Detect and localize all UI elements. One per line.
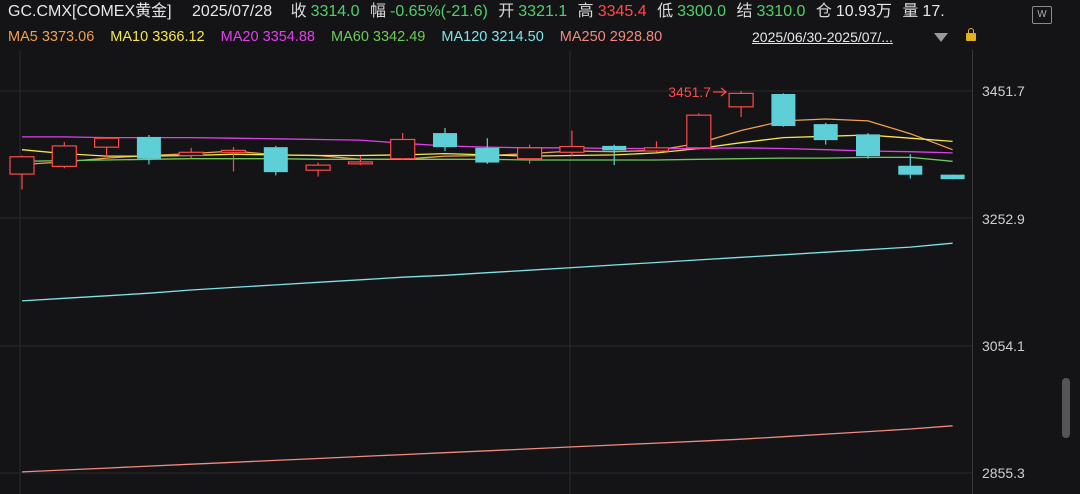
candle-body <box>559 145 585 153</box>
candle-body <box>771 94 796 127</box>
candle-body <box>178 151 204 157</box>
candle-body <box>347 161 373 165</box>
candle[interactable] <box>136 135 161 165</box>
candle[interactable] <box>390 133 416 160</box>
candle[interactable] <box>347 156 373 166</box>
candle-body <box>728 92 754 108</box>
candle[interactable] <box>178 147 204 159</box>
close-label: 收 <box>290 3 307 20</box>
candle[interactable] <box>728 91 754 118</box>
candle[interactable] <box>856 133 880 159</box>
quote-date: 2025/07/28 <box>192 3 273 20</box>
candle-body <box>136 136 161 159</box>
candle-body <box>263 147 288 173</box>
scrollbar-thumb[interactable] <box>1062 378 1070 438</box>
date-range-selector[interactable]: 2025/06/30-2025/07/... <box>752 29 893 45</box>
candle[interactable] <box>263 145 288 176</box>
low-value: 3300.0 <box>677 3 727 20</box>
high-annotation-label: 3451.7 <box>668 84 711 100</box>
candle[interactable] <box>516 144 543 164</box>
candle[interactable] <box>51 142 77 169</box>
low-label: 低 <box>657 3 674 20</box>
candle-body <box>940 174 965 180</box>
candle[interactable] <box>475 138 500 164</box>
candle-body <box>433 133 457 148</box>
candle-body <box>93 137 120 148</box>
ma250-legend: MA250 2928.80 <box>559 29 663 45</box>
y-tick-label: 2855.3 <box>982 465 1025 481</box>
change-label: 幅 <box>369 3 386 20</box>
candle-body <box>9 156 35 175</box>
volume-value: 17. <box>922 3 945 20</box>
candle[interactable] <box>940 174 965 180</box>
open-interest-label: 仓 <box>815 3 832 20</box>
candle-body <box>856 134 880 157</box>
candle-body <box>602 145 627 151</box>
y-tick-label: 3451.7 <box>982 83 1025 99</box>
candle-body <box>898 165 923 175</box>
candle-body <box>516 147 543 160</box>
lock-icon[interactable] <box>966 28 976 41</box>
candle[interactable] <box>559 130 585 157</box>
ma10-legend: MA10 3366.12 <box>110 29 205 45</box>
close-value: 3314.0 <box>310 3 360 20</box>
arrow-head-icon <box>720 87 728 97</box>
high-value: 3345.4 <box>597 3 647 20</box>
candle-body <box>475 147 500 163</box>
ma20-legend: MA20 3354.88 <box>220 29 315 45</box>
ma120-legend: MA120 3214.50 <box>441 29 544 45</box>
chevron-down-icon[interactable] <box>934 33 948 42</box>
high-label: 高 <box>577 3 594 20</box>
change-value: -0.65%(-21.6) <box>389 3 488 20</box>
settle-value: 3310.0 <box>756 3 806 20</box>
candle[interactable] <box>433 127 457 152</box>
candle[interactable] <box>898 154 923 179</box>
ma-legend: MA5 3373.06 MA10 3366.12 MA20 3354.88 MA… <box>8 26 1068 48</box>
candle-body <box>686 114 712 149</box>
candle-body <box>390 138 416 160</box>
volume-label: 量 <box>902 3 919 20</box>
symbol-title[interactable]: GC.CMX[COMEX黄金] <box>8 3 172 20</box>
candle[interactable] <box>771 93 796 127</box>
candle[interactable] <box>305 162 331 177</box>
candle[interactable] <box>220 147 247 172</box>
ma60-legend: MA60 3342.49 <box>331 29 426 45</box>
ma-line-ma250 <box>21 425 953 473</box>
candle[interactable] <box>602 144 627 166</box>
y-axis-line <box>972 50 973 494</box>
candle-body <box>813 124 838 141</box>
candle-body <box>51 145 77 167</box>
open-label: 开 <box>498 3 515 20</box>
open-interest-value: 10.93万 <box>835 3 892 20</box>
quote-header: GC.CMX[COMEX黄金] 2025/07/28 收 3314.0 幅 -0.6… <box>8 0 1070 24</box>
candle[interactable] <box>813 122 838 145</box>
open-value: 3321.1 <box>518 3 568 20</box>
ma5-legend: MA5 3373.06 <box>8 29 95 45</box>
candle-body <box>305 164 331 171</box>
y-tick-label: 3054.1 <box>982 338 1025 354</box>
candle[interactable] <box>93 136 120 157</box>
candle[interactable] <box>643 141 670 153</box>
candle[interactable] <box>686 113 712 150</box>
settle-label: 结 <box>736 3 753 20</box>
ma-line-ma120 <box>21 242 953 302</box>
y-tick-label: 3252.9 <box>982 211 1025 227</box>
candle[interactable] <box>9 155 35 190</box>
candle-body <box>220 149 247 153</box>
candle-body <box>643 147 670 152</box>
app-logo-icon: W <box>1032 6 1052 24</box>
